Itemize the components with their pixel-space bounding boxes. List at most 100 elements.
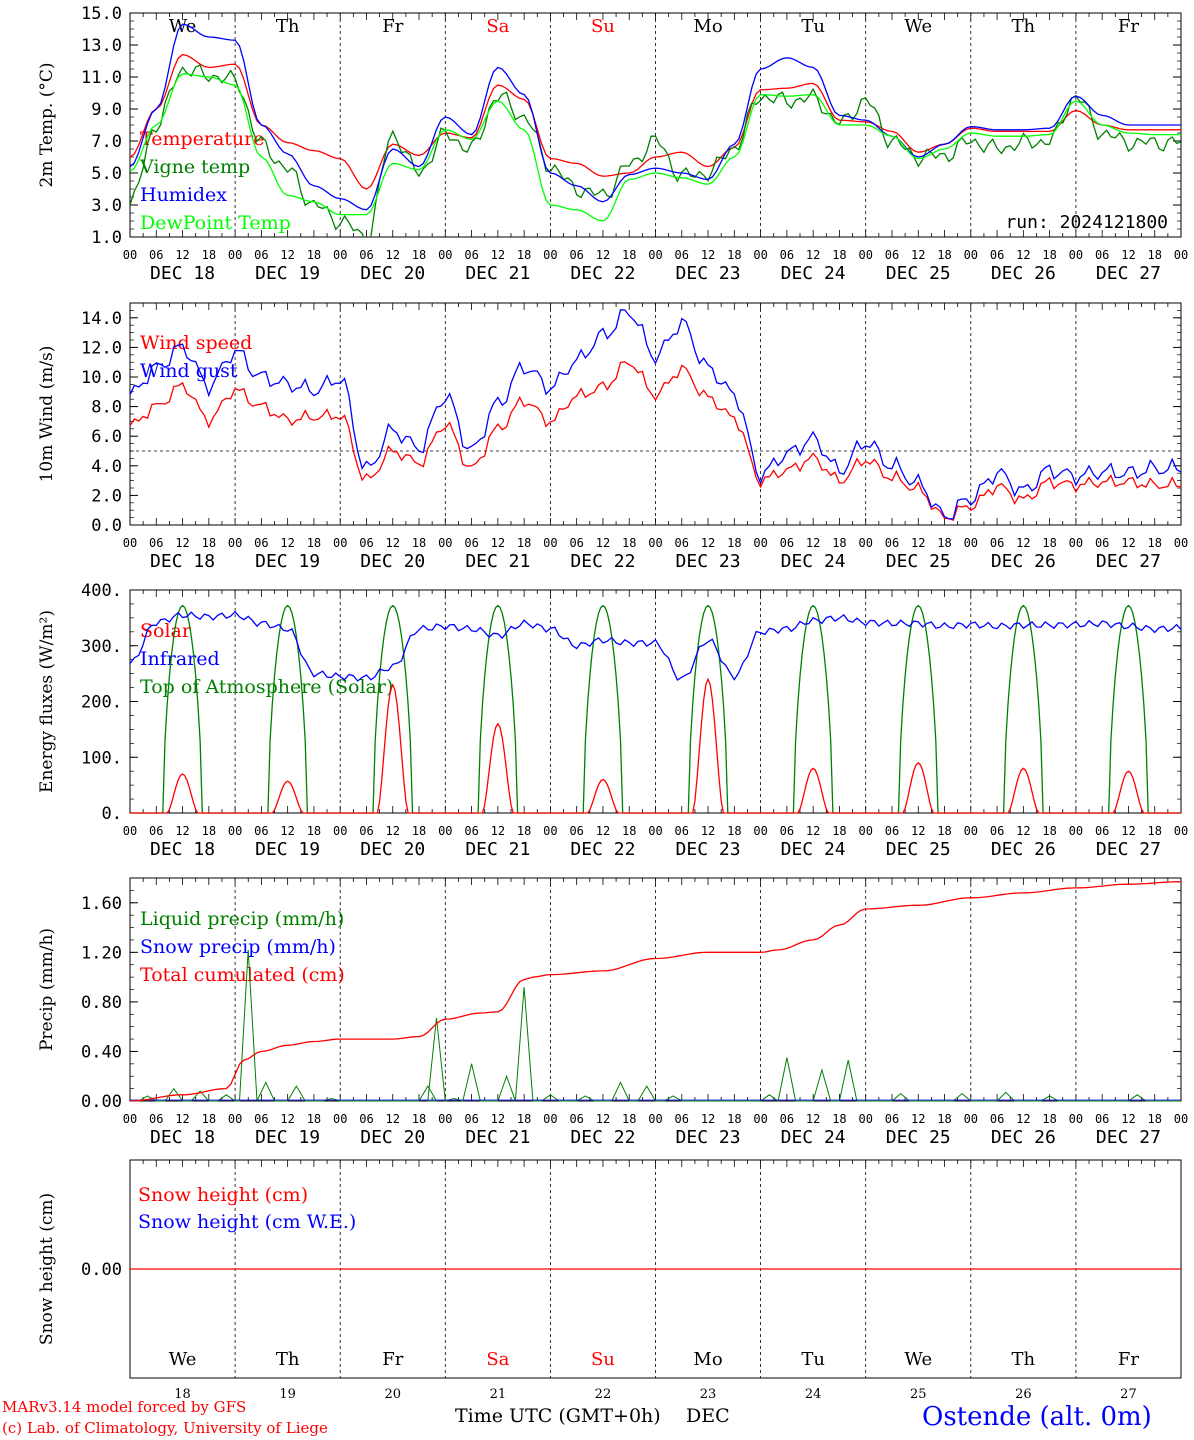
y-axis-label: 10m Wind (m/s) — [37, 346, 57, 483]
x-hour-label: 00 — [1069, 824, 1083, 838]
x-hour-label: 18 — [832, 248, 846, 262]
x-date-label: DEC 19 — [255, 1127, 320, 1148]
x-hour-label: 00 — [1069, 536, 1083, 550]
x-hour-label: 18 — [622, 248, 636, 262]
weekday-label: Fr — [382, 16, 403, 37]
x-date-label: DEC 18 — [150, 1127, 215, 1148]
x-date-label: DEC 20 — [360, 1127, 425, 1148]
series-dewpoint-temp — [130, 73, 1181, 222]
x-hour-label: 12 — [1016, 248, 1030, 262]
x-hour-label: 12 — [280, 248, 294, 262]
x-hour-label: 12 — [1121, 824, 1135, 838]
weekday-label: Tu — [801, 1349, 825, 1370]
y-tick-label: 11.0 — [81, 68, 122, 88]
x-hour-label: 12 — [175, 248, 189, 262]
x-hour-label: 00 — [123, 1112, 137, 1126]
x-hour-label: 18 — [517, 248, 531, 262]
y-axis-label: Snow height (cm) — [37, 1193, 57, 1345]
x-hour-label: 06 — [254, 536, 268, 550]
day-number-label: 22 — [595, 1387, 612, 1402]
x-hour-label: 18 — [1147, 536, 1161, 550]
x-hour-label: 18 — [937, 1112, 951, 1126]
x-hour-label: 00 — [543, 824, 557, 838]
x-hour-label: 06 — [569, 248, 583, 262]
x-hour-label: 06 — [254, 1112, 268, 1126]
x-date-label: DEC 23 — [676, 263, 741, 284]
x-hour-label: 06 — [885, 824, 899, 838]
x-hour-label: 18 — [412, 536, 426, 550]
x-date-label: DEC 22 — [570, 839, 635, 860]
x-hour-label: 12 — [175, 824, 189, 838]
x-hour-label: 18 — [1147, 1112, 1161, 1126]
y-tick-label: 14.0 — [81, 309, 122, 329]
x-date-label: DEC 20 — [360, 263, 425, 284]
x-axis-title: Time UTC (GMT+0h) — [455, 1405, 661, 1427]
x-hour-label: 18 — [622, 536, 636, 550]
x-hour-label: 12 — [386, 824, 400, 838]
x-date-label: DEC 22 — [570, 263, 635, 284]
legend-vigne-temp: Vigne temp — [139, 156, 250, 178]
x-hour-label: 18 — [1042, 1112, 1056, 1126]
x-date-label: DEC 24 — [781, 839, 846, 860]
x-hour-label: 00 — [648, 824, 662, 838]
x-hour-label: 06 — [675, 1112, 689, 1126]
x-date-label: DEC 26 — [991, 839, 1056, 860]
x-hour-label: 00 — [543, 248, 557, 262]
lab-credit: (c) Lab. of Climatology, University of L… — [2, 1419, 328, 1437]
x-hour-label: 00 — [1174, 248, 1188, 262]
weekday-label: Th — [1012, 1349, 1036, 1370]
x-date-label: DEC 22 — [570, 1127, 635, 1148]
x-hour-label: 12 — [596, 536, 610, 550]
series-temperature — [130, 53, 1181, 190]
x-date-label: DEC 25 — [886, 263, 951, 284]
weekday-label: Fr — [382, 1349, 403, 1370]
x-date-label: DEC 25 — [886, 839, 951, 860]
x-hour-label: 06 — [359, 1112, 373, 1126]
x-date-label: DEC 24 — [781, 551, 846, 572]
x-date-label: DEC 19 — [255, 839, 320, 860]
panel-1: 1.0 3.0 5.0 7.0 9.0 11.0 13.0 15.0 2m Temp. (°C)… — [37, 4, 1188, 284]
panel-4: 0.00 0.40 0.80 1.20 1.60 Precip (mm/h) 00 06 12 1… — [37, 877, 1188, 1148]
weekday-label: Th — [1012, 16, 1036, 37]
day-number-label: 23 — [700, 1387, 717, 1402]
x-hour-label: 18 — [517, 536, 531, 550]
legend-dewpoint-temp: DewPoint Temp — [140, 212, 291, 234]
x-hour-label: 12 — [280, 1112, 294, 1126]
legend-temperature: Temperature — [140, 128, 264, 150]
x-hour-label: 18 — [727, 824, 741, 838]
legend-snow-height-cm-w-e: Snow height (cm W.E.) — [138, 1211, 356, 1233]
legend-wind-gust: Wind gust — [140, 360, 238, 382]
y-tick-label: 0.0 — [91, 516, 122, 536]
x-hour-label: 18 — [307, 248, 321, 262]
x-hour-label: 06 — [990, 1112, 1004, 1126]
x-hour-label: 00 — [858, 1112, 872, 1126]
x-hour-label: 18 — [1042, 824, 1056, 838]
weekday-label: We — [904, 16, 932, 37]
legend-top-of-atmosphere-solar: Top of Atmosphere (Solar) — [140, 676, 393, 698]
x-hour-label: 00 — [228, 248, 242, 262]
legend-total-cumulated-cm: Total cumulated (cm) — [140, 964, 345, 986]
series-humidex — [130, 23, 1181, 211]
x-hour-label: 12 — [175, 536, 189, 550]
x-hour-label: 18 — [727, 248, 741, 262]
series-infrared — [129, 610, 1182, 682]
x-date-label: DEC 20 — [360, 839, 425, 860]
x-hour-label: 18 — [727, 1112, 741, 1126]
y-tick-label: 8.0 — [91, 398, 122, 418]
weekday-label: Mo — [693, 16, 722, 37]
x-date-label: DEC 25 — [886, 551, 951, 572]
x-hour-label: 12 — [386, 248, 400, 262]
y-tick-label: 13.0 — [81, 36, 122, 56]
x-hour-label: 06 — [675, 536, 689, 550]
x-hour-label: 18 — [832, 1112, 846, 1126]
x-hour-label: 00 — [228, 824, 242, 838]
x-date-label: DEC 19 — [255, 263, 320, 284]
series-total-cumulated-cm — [129, 881, 1182, 1102]
x-hour-label: 12 — [701, 536, 715, 550]
x-hour-label: 12 — [701, 248, 715, 262]
x-date-label: DEC 27 — [1096, 1127, 1161, 1148]
x-date-label: DEC 18 — [150, 551, 215, 572]
x-hour-label: 06 — [254, 248, 268, 262]
y-axis-label: Precip (mm/h) — [37, 928, 57, 1051]
x-date-label: DEC 19 — [255, 551, 320, 572]
